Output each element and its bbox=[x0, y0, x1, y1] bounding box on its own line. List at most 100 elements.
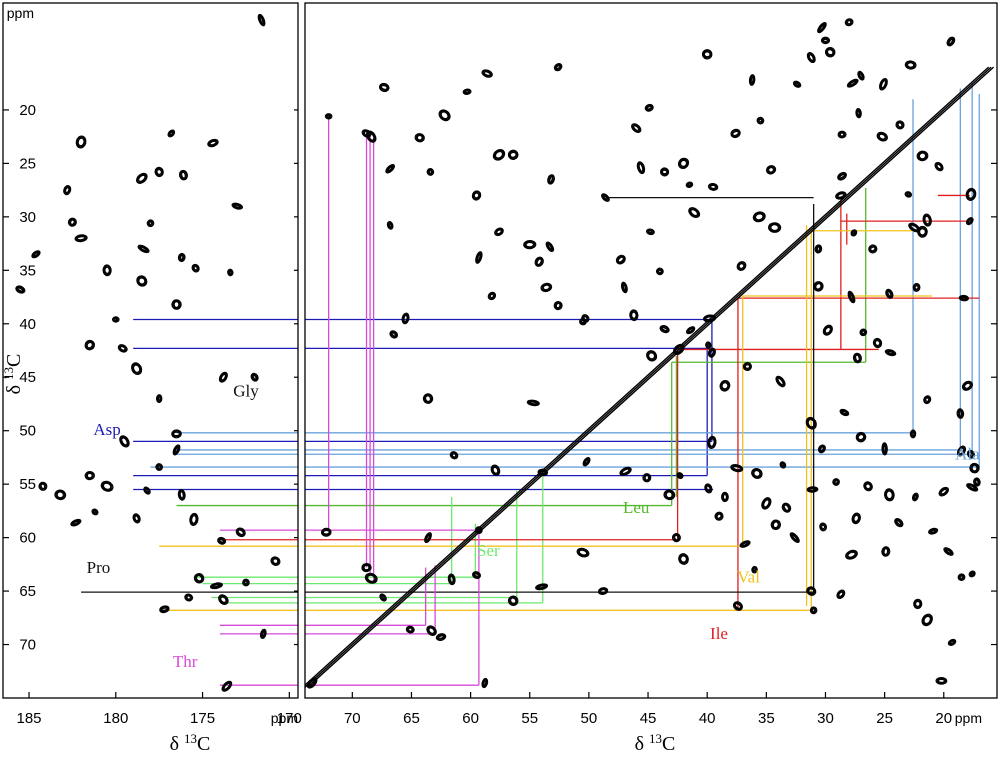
contour-peak bbox=[885, 288, 894, 299]
contour-peak bbox=[242, 578, 250, 587]
y-tick-label: 45 bbox=[19, 369, 36, 386]
contour-peak bbox=[526, 399, 540, 407]
contour-peak bbox=[426, 168, 435, 176]
contour-peak bbox=[361, 562, 372, 573]
contour-peak bbox=[582, 457, 591, 467]
contour-peak bbox=[913, 598, 923, 610]
contour-peak bbox=[917, 225, 928, 238]
y-tick-label: 70 bbox=[19, 637, 36, 654]
contour-peak bbox=[832, 478, 840, 486]
diagonal-line bbox=[307, 66, 995, 688]
diagonal-line bbox=[305, 66, 990, 686]
contour-peak bbox=[881, 546, 891, 557]
contour-peak bbox=[973, 477, 981, 487]
contour-peak bbox=[879, 77, 888, 91]
contour-peak bbox=[876, 131, 888, 142]
contour-peak bbox=[884, 488, 895, 502]
contour-peak bbox=[217, 536, 227, 545]
contour-peak bbox=[324, 113, 333, 120]
x-unit-label-right: ppm bbox=[955, 710, 982, 726]
contour-peak bbox=[365, 130, 377, 143]
contour-peak bbox=[619, 466, 632, 476]
contour-peak bbox=[137, 244, 150, 254]
contour-peak bbox=[534, 256, 544, 267]
contour-peak bbox=[835, 191, 847, 200]
contour-peak bbox=[685, 181, 694, 189]
contour-peak bbox=[91, 508, 99, 516]
x-tick-label: 45 bbox=[640, 710, 657, 727]
contour-peak bbox=[837, 130, 847, 139]
contour-peak bbox=[859, 328, 868, 337]
contour-peak bbox=[438, 109, 451, 122]
contour-peak bbox=[678, 553, 689, 565]
contour-peak bbox=[751, 467, 763, 479]
contour-peak bbox=[389, 330, 399, 339]
contour-peak bbox=[969, 462, 980, 474]
contour-peak bbox=[707, 182, 719, 191]
contour-peak bbox=[523, 240, 537, 250]
contour-peak bbox=[492, 149, 506, 161]
contour-peak bbox=[805, 416, 817, 430]
x-tick-label: 55 bbox=[521, 710, 538, 727]
contour-peak bbox=[579, 317, 587, 326]
y-tick-label: 25 bbox=[19, 155, 36, 172]
contour-peak bbox=[911, 492, 919, 502]
contour-peak bbox=[961, 380, 973, 391]
contour-peak bbox=[916, 150, 929, 162]
contour-peak bbox=[814, 244, 823, 254]
contour-peak bbox=[119, 435, 130, 448]
contour-peak bbox=[912, 282, 921, 292]
y-tick-label: 40 bbox=[19, 316, 36, 333]
x-tick-label: 185 bbox=[17, 710, 42, 727]
x-axis-title-right: δ 13C bbox=[635, 731, 676, 756]
contour-peak bbox=[143, 486, 151, 495]
diagonal-line bbox=[305, 66, 992, 688]
contour-peak bbox=[218, 594, 229, 605]
contour-peak bbox=[111, 316, 120, 323]
contour-peak bbox=[655, 267, 664, 276]
contour-peak bbox=[84, 470, 95, 481]
contour-peak bbox=[171, 299, 182, 310]
contour-peak bbox=[155, 394, 163, 404]
diagonal-ridge bbox=[305, 66, 995, 688]
contour-peak bbox=[31, 250, 41, 259]
contour-peak bbox=[730, 128, 741, 139]
x-tick-label: 60 bbox=[462, 710, 479, 727]
contour-peak bbox=[894, 518, 904, 528]
x-tick-label: 50 bbox=[581, 710, 598, 727]
contour-peak bbox=[597, 587, 609, 596]
contour-peak bbox=[938, 486, 949, 497]
contour-peak bbox=[660, 167, 670, 177]
contour-peak bbox=[146, 219, 155, 228]
contour-peak bbox=[705, 341, 712, 349]
contour-peak bbox=[850, 229, 858, 237]
contour-peak bbox=[364, 572, 378, 584]
contour-peak bbox=[167, 129, 176, 138]
contour-peak bbox=[184, 593, 194, 602]
contour-peak bbox=[221, 680, 233, 692]
contour-peak bbox=[576, 547, 590, 558]
contour-peak bbox=[490, 464, 501, 476]
contour-peak bbox=[629, 309, 639, 322]
contour-peak bbox=[677, 157, 690, 170]
contour-peak bbox=[943, 547, 954, 556]
contour-peak bbox=[881, 442, 888, 456]
contour-peak bbox=[847, 290, 856, 304]
residue-label-gly: Gly bbox=[233, 381, 259, 400]
contour-peak bbox=[721, 491, 729, 503]
contour-peak bbox=[663, 489, 676, 501]
contour-peak bbox=[615, 254, 626, 265]
x-tick-label: 70 bbox=[344, 710, 361, 727]
contour-peak bbox=[904, 60, 917, 70]
contour-peak bbox=[846, 78, 859, 88]
contour-peak bbox=[75, 135, 87, 149]
contour-peak bbox=[923, 395, 932, 405]
contour-peak bbox=[765, 165, 777, 175]
x-tick-label: 30 bbox=[817, 710, 834, 727]
contour-peak bbox=[471, 190, 482, 201]
contour-peak bbox=[462, 88, 472, 95]
contour-peak bbox=[820, 36, 831, 45]
contour-peak bbox=[177, 488, 186, 501]
contour-peak bbox=[209, 582, 223, 590]
